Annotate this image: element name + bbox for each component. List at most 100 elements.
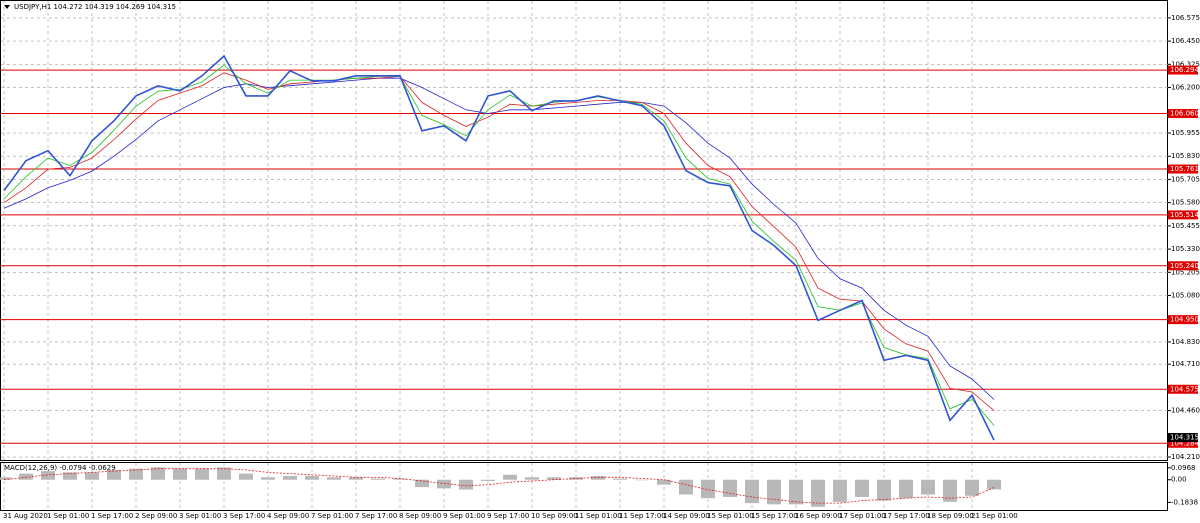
macd-bar (569, 477, 583, 480)
y-tick-label: 104.830 (1171, 338, 1200, 346)
macd-bar (239, 473, 253, 480)
y-tick-label: 105.830 (1171, 152, 1200, 160)
x-tick-label: 31 Aug 2020 (3, 512, 48, 520)
macd-bar (0, 477, 11, 480)
macd-bar (107, 469, 121, 480)
macd-bar (305, 476, 319, 480)
macd-bar (195, 468, 209, 480)
macd-bar (921, 479, 935, 495)
x-tick-label: 10 Sep 09:00 (531, 512, 578, 520)
macd-bar (789, 479, 803, 505)
y-tick-label: 104.710 (1171, 360, 1200, 368)
macd-bar (437, 479, 451, 489)
main-pane (0, 0, 1168, 461)
macd-bar (613, 478, 627, 480)
y-tick-label: 106.575 (1171, 14, 1200, 22)
y-tick-label: 104.460 (1171, 407, 1200, 415)
level-label-box (1168, 164, 1198, 174)
level-label: 105.240 (1170, 262, 1199, 270)
macd-bar (877, 479, 891, 501)
menu-arrow (4, 5, 10, 9)
x-tick-label: 15 Sep 01:00 (707, 512, 754, 520)
macd-bar (41, 471, 55, 480)
macd-bar (679, 479, 693, 495)
macd-bar (261, 477, 275, 480)
price-line (3, 64, 995, 426)
x-tick-label: 1 Sep 17:00 (91, 512, 133, 520)
macd-bar (85, 472, 99, 480)
x-tick-label: 18 Sep 09:00 (927, 512, 974, 520)
macd-bar (151, 467, 165, 480)
x-tick-label: 7 Sep 01:00 (311, 512, 353, 520)
price-line (3, 72, 995, 411)
macd-bar (481, 479, 495, 481)
y-tick-label: 105.080 (1171, 291, 1200, 299)
level-label-box (1168, 210, 1198, 220)
macd-bar (217, 467, 231, 480)
x-tick-label: 16 Sep 09:00 (795, 512, 842, 520)
level-label-box (1168, 109, 1198, 119)
x-tick-label: 11 Sep 01:00 (575, 512, 622, 520)
y-tick-label: 105.330 (1171, 245, 1200, 253)
macd-bar (63, 472, 77, 480)
macd-bar (899, 479, 913, 499)
macd-bar (811, 479, 825, 507)
macd-bar (547, 477, 561, 480)
x-tick-label: 2 Sep 09:00 (135, 512, 177, 520)
signal-line (3, 468, 995, 504)
macd-bar (173, 468, 187, 480)
x-tick-label: 8 Sep 09:00 (399, 512, 441, 520)
x-tick-label: 11 Sep 17:00 (619, 512, 666, 520)
macd-bar (943, 479, 957, 502)
level-label: 104.284 (1170, 439, 1199, 447)
y-tick-label: 105.455 (1171, 222, 1200, 230)
macd-bar (723, 479, 737, 497)
macd-bar (767, 479, 781, 505)
level-label-box (1168, 261, 1198, 271)
last-price-label: 104.315 (1170, 434, 1199, 442)
macd-bar (965, 479, 979, 496)
last-price-box (1168, 433, 1198, 443)
macd-bar (503, 474, 517, 480)
y-tick-label: 105.705 (1171, 175, 1200, 183)
y-tick-label: 106.450 (1171, 37, 1200, 45)
x-tick-label: 3 Sep 17:00 (223, 512, 265, 520)
macd-bar (855, 479, 869, 497)
y-tick-label: 105.955 (1171, 129, 1200, 137)
x-tick-label: 4 Sep 09:00 (267, 512, 309, 520)
level-label: 104.575 (1170, 385, 1199, 393)
macd-title: MACD(12,26,9) -0.0794 -0.0629 (4, 464, 116, 472)
macd-bar (283, 476, 297, 480)
macd-bar (415, 479, 429, 488)
macd-bar (19, 473, 33, 480)
y-tick-label: 106.200 (1171, 84, 1200, 92)
price-line (3, 77, 995, 400)
level-label-box (1168, 384, 1198, 394)
y-tick-label: 104.210 (1171, 453, 1200, 461)
macd-bar (745, 479, 759, 504)
macd-bar (459, 479, 473, 490)
x-tick-label: 15 Sep 17:00 (751, 512, 798, 520)
y-tick-label: -0.1838 (1171, 498, 1198, 506)
level-label-box (1168, 65, 1198, 75)
x-tick-label: 17 Sep 01:00 (839, 512, 886, 520)
level-label: 104.950 (1170, 316, 1199, 324)
chart-title: USDJPY,H1 104.272 104.319 104.269 104.31… (14, 3, 176, 11)
macd-bar (393, 478, 407, 480)
y-tick-label: 105.580 (1171, 199, 1200, 207)
macd-bar (371, 478, 385, 480)
macd-bar (987, 479, 1001, 490)
level-label: 106.060 (1170, 110, 1199, 118)
level-label: 105.761 (1170, 165, 1199, 173)
y-tick-label: 0.0968 (1171, 464, 1196, 472)
y-tick-label: 105.205 (1171, 268, 1200, 276)
price-line (3, 54, 995, 441)
x-tick-label: 3 Sep 01:00 (179, 512, 221, 520)
macd-bar (129, 468, 143, 480)
x-tick-label: 9 Sep 17:00 (487, 512, 529, 520)
level-label-box (1168, 438, 1198, 448)
y-tick-label: 0.00 (1171, 476, 1187, 484)
macd-bar (701, 479, 715, 499)
